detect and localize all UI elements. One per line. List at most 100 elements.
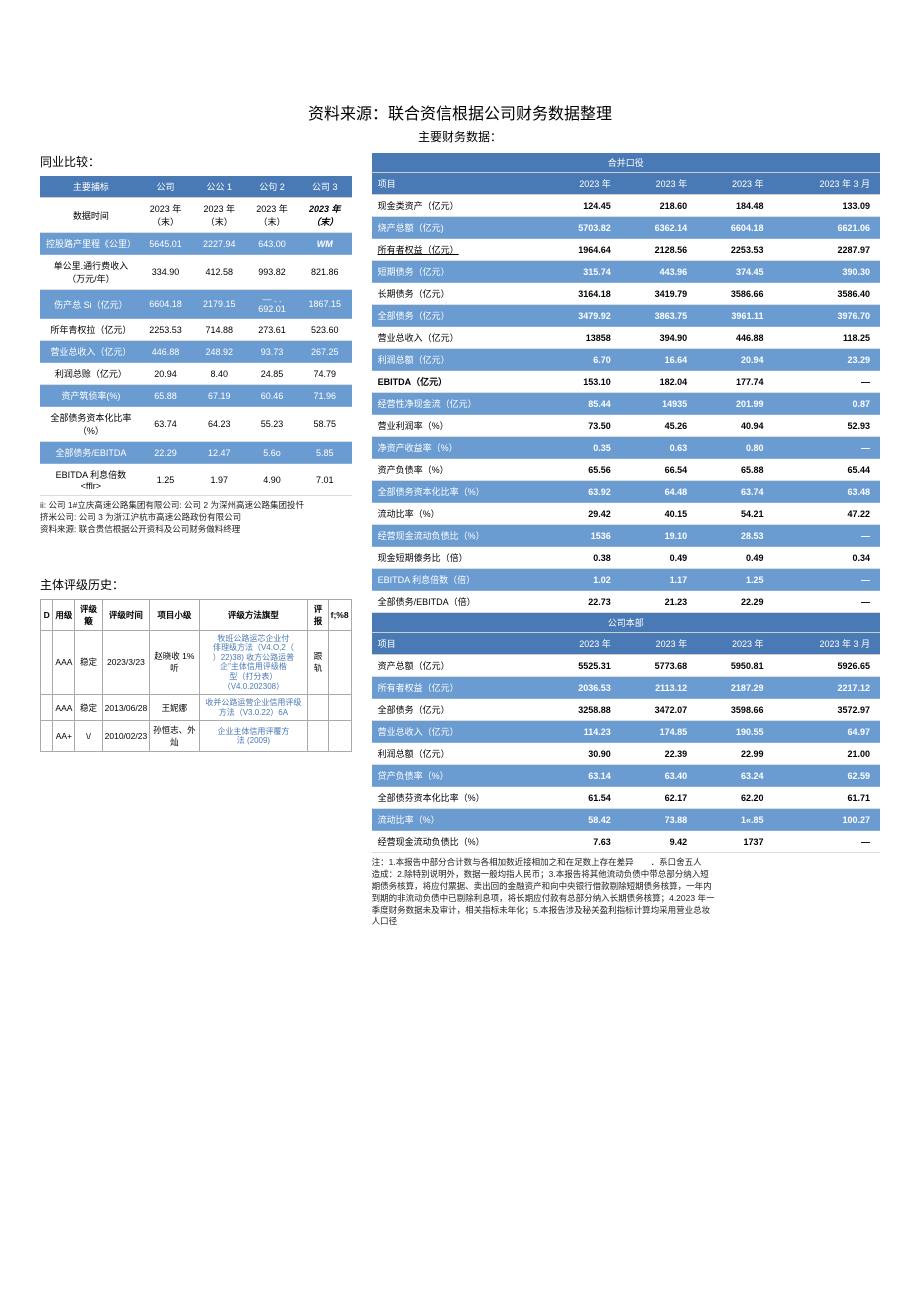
metric-label: 全部债务资本化比率（%） — [40, 407, 139, 442]
table-row: 全部债务资本化比率（%）63.9264.4863.7463.48 — [372, 481, 880, 503]
rh-c3: 评级时间 — [102, 599, 150, 630]
fin-value: 6604.18 — [697, 217, 773, 239]
table-row: 控股路产里程《公里）5645.012227.94643.00WM — [40, 233, 352, 255]
fin-value: 20.94 — [697, 349, 773, 371]
table-row: 所年青权拉（亿元）2253.53714.88273.61523.60 — [40, 319, 352, 341]
metric-value: 7.01 — [298, 464, 352, 496]
fin-label: 流动比率（%） — [372, 809, 545, 831]
fh2-y4: 2023 年 3 月 — [773, 633, 880, 655]
table-row: 流动比率（%）29.4240.1554.2147.22 — [372, 503, 880, 525]
rating-cell: 跟轨 — [308, 630, 328, 695]
table-row: 所有者权益（亿元）1964.642128.562253.532287.97 — [372, 239, 880, 261]
metric-value: 1.97 — [192, 464, 246, 496]
fin-value: 63.24 — [697, 765, 773, 787]
table-row: 利润总额（亿元）6.7016.6420.9423.29 — [372, 349, 880, 371]
page-title: 资料来源：联合资信根据公司财务数据整理 — [40, 100, 880, 124]
table-row: 单公里.通行费收入（万元/年）334.90412.58993.82821.86 — [40, 255, 352, 290]
rating-cell: 2010/02/23 — [102, 721, 150, 752]
th-c3: 公司 3 — [298, 176, 352, 198]
rating-cell — [41, 630, 53, 695]
fin-label: EBITDA 利息倍数（倍） — [372, 569, 545, 591]
metric-label: 资产筑侦率(%) — [40, 385, 139, 407]
fin-value: 315.74 — [544, 261, 620, 283]
metric-value: 6604.18 — [139, 290, 193, 319]
rating-cell: 收并公路运营企业信用评级方法（V3.0.22）6A — [199, 695, 308, 721]
metric-label: 伤产总 Si（亿元） — [40, 290, 139, 319]
fin-value: 201.99 — [697, 393, 773, 415]
metric-value: 22.29 — [139, 442, 193, 464]
table-row: AAA稳定2023/3/23赵晓收 1% 听牧班公路运芯企业付俳理级方法（V4.… — [41, 630, 352, 695]
fin-value: 6621.06 — [773, 217, 880, 239]
table-row: 短期债务（亿元）315.74443.96374.45390.30 — [372, 261, 880, 283]
span-parent: 公司本部 — [372, 613, 880, 633]
metric-value: 8.40 — [192, 363, 246, 385]
fin-value: 63.48 — [773, 481, 880, 503]
right-footnote: 注：1.本报告中部分合计数与各相加数近接相加之和在足数上存在差异 ．系口舍五人造… — [372, 857, 880, 928]
fin-label: 净资产收益率（%） — [372, 437, 545, 459]
fin-value: 22.29 — [697, 591, 773, 613]
metric-label: 单公里.通行费收入（万元/年） — [40, 255, 139, 290]
fin-value: 190.55 — [697, 721, 773, 743]
fin-label: 营业总收入（亿元） — [372, 721, 545, 743]
table-row: 资产总额（亿元）5525.315773.685950.815926.65 — [372, 655, 880, 677]
fin-value: 3472.07 — [621, 699, 697, 721]
fin-value: 100.27 — [773, 809, 880, 831]
fin-value: 61.71 — [773, 787, 880, 809]
fin-value: 114.23 — [544, 721, 620, 743]
fin-value: 443.96 — [621, 261, 697, 283]
table-row: AA+\/2010/02/23孙恒志、外灿企业主体信用评覆方法 (2009) — [41, 721, 352, 752]
fin-value: 54.21 — [697, 503, 773, 525]
fin-value: 218.60 — [621, 195, 697, 217]
fin-label: 流动比率（%） — [372, 503, 545, 525]
fin-value: 29.42 — [544, 503, 620, 525]
fin-value: 73.50 — [544, 415, 620, 437]
fin-value: 63.74 — [697, 481, 773, 503]
rating-cell — [328, 695, 351, 721]
table-row: 全部债务/EBITDA（倍）22.7321.2322.29— — [372, 591, 880, 613]
fin-value: 1536 — [544, 525, 620, 547]
fin-value: 85.44 — [544, 393, 620, 415]
fin-value: 133.09 — [773, 195, 880, 217]
fin-value: — — [773, 371, 880, 393]
fin-value: 1.02 — [544, 569, 620, 591]
fin-value: 21.00 — [773, 743, 880, 765]
fin-value: 153.10 — [544, 371, 620, 393]
metric-value: 993.82 — [246, 255, 298, 290]
metric-value: 821.86 — [298, 255, 352, 290]
table-row: 贷产负债率（%）63.1463.4063.2462.59 — [372, 765, 880, 787]
table-row: 营业总收入（亿元）446.88248.9293.73267.25 — [40, 341, 352, 363]
metric-value: 93.73 — [246, 341, 298, 363]
fin-value: 7.63 — [544, 831, 620, 853]
fin-label: 所有者权益（亿元） — [372, 677, 545, 699]
fin-value: 5926.65 — [773, 655, 880, 677]
fh-item: 项目 — [372, 173, 545, 195]
table-row: 现金类资产（亿元）124.45218.60184.48133.09 — [372, 195, 880, 217]
table-row: 全部债务（亿元）3479.923863.753961.113976.70 — [372, 305, 880, 327]
fin-value: 5525.31 — [544, 655, 620, 677]
table-row: 流动比率（%）58.4273.881«.85100.27 — [372, 809, 880, 831]
table-row: 所有者权益（亿元）2036.532113.122187.292217.12 — [372, 677, 880, 699]
table-row: EBITDA 利息倍数 <fflr>1.251.974.907.01 — [40, 464, 352, 496]
fin-value: 64.97 — [773, 721, 880, 743]
fin-label: 烧产总额（亿元) — [372, 217, 545, 239]
rating-cell: AA+ — [53, 721, 75, 752]
table-row: 长期债务（亿元）3164.183419.793586.663586.40 — [372, 283, 880, 305]
fin-value: 124.45 — [544, 195, 620, 217]
metric-label: EBITDA 利息倍数 <fflr> — [40, 464, 139, 496]
fh-y1: 2023 年 — [544, 173, 620, 195]
fin-value: 62.20 — [697, 787, 773, 809]
fin-value: 64.48 — [621, 481, 697, 503]
metric-value: 5645.01 — [139, 233, 193, 255]
rating-cell: 2023/3/23 — [102, 630, 150, 695]
fin-value: 0.49 — [697, 547, 773, 569]
fin-label: 资产负债率（%） — [372, 459, 545, 481]
fin-value: 390.30 — [773, 261, 880, 283]
th-metric: 主要捕标 — [40, 176, 139, 198]
fin-value: 174.85 — [621, 721, 697, 743]
metric-value: 71.96 — [298, 385, 352, 407]
table-row: 营业利润率（%）73.5045.2640.9452.93 — [372, 415, 880, 437]
fin-value: 63.92 — [544, 481, 620, 503]
table-row: 全部债务/EBITDA22.2912.475.6o5.85 — [40, 442, 352, 464]
table-row: 现金短期傣务比（倍）0.380.490.490.34 — [372, 547, 880, 569]
fin-label: 利润总额（亿元） — [372, 743, 545, 765]
